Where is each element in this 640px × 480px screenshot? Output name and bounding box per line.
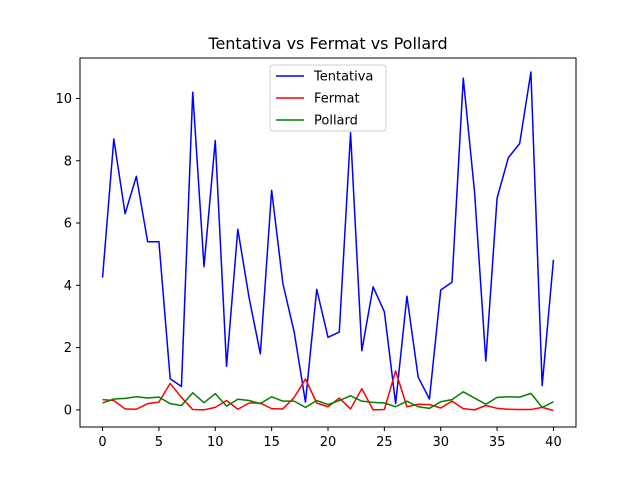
x-axis-ticks: 0 5 10 15 20 25 30 35 40	[98, 427, 562, 450]
x-tick-label: 30	[432, 435, 449, 450]
y-tick-label: 2	[64, 341, 72, 356]
x-tick-label: 40	[545, 435, 562, 450]
legend-box	[269, 64, 387, 132]
legend: Tentativa Fermat Pollard	[269, 64, 387, 132]
series-lines	[101, 71, 555, 412]
legend-label-tentativa: Tentativa	[313, 70, 373, 85]
y-tick-label: 10	[55, 92, 72, 107]
series-line-fermat	[102, 370, 554, 412]
series-line-pollard	[102, 391, 554, 410]
x-tick-label: 25	[376, 435, 393, 450]
x-tick-label: 15	[263, 435, 280, 450]
y-tick-label: 0	[64, 403, 72, 418]
plot-area	[79, 57, 577, 428]
y-tick-label: 8	[64, 154, 72, 169]
legend-label-pollard: Pollard	[314, 114, 358, 129]
x-tick-label: 10	[207, 435, 224, 450]
x-tick-label: 20	[320, 435, 337, 450]
x-tick-label: 5	[155, 435, 163, 450]
legend-label-fermat: Fermat	[314, 92, 360, 107]
x-tick-label: 35	[489, 435, 506, 450]
y-tick-label: 4	[64, 279, 72, 294]
series-line-tentativa	[101, 71, 555, 405]
y-tick-label: 6	[64, 217, 72, 232]
chart-title: Tentativa vs Fermat vs Pollard	[207, 34, 447, 53]
x-tick-label: 0	[98, 435, 106, 450]
y-axis-ticks: 0 2 4 6 8 10	[55, 92, 80, 418]
